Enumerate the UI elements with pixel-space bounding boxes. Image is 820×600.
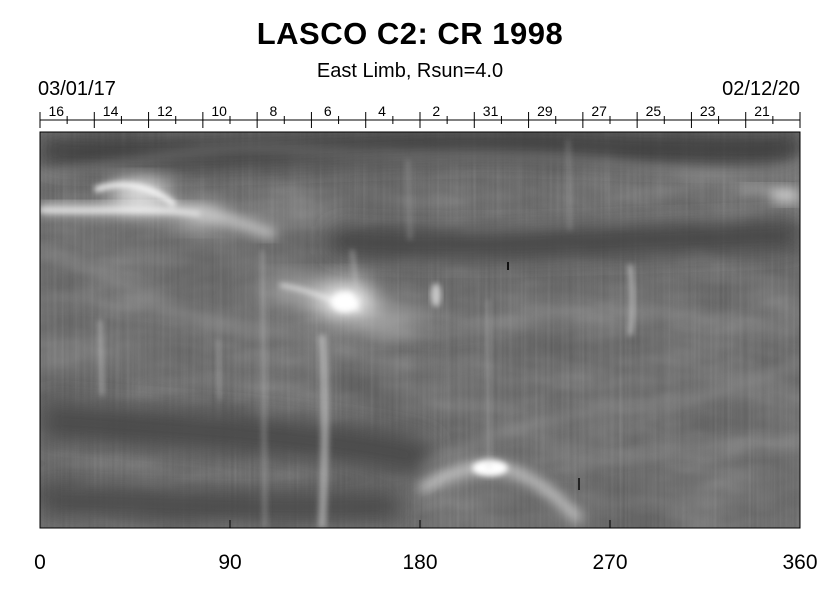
x-tick-label: 0 — [34, 551, 46, 574]
date-tick-label: 21 — [754, 103, 770, 119]
start-date-label: 03/01/17 — [38, 78, 116, 100]
x-tick-label: 270 — [592, 551, 627, 574]
heatmap-image — [40, 132, 800, 528]
x-tick-label: 180 — [402, 551, 437, 574]
date-tick-label: 31 — [483, 103, 499, 119]
date-tick-label: 14 — [103, 103, 119, 119]
figure-subtitle: East Limb, Rsun=4.0 — [316, 60, 504, 82]
x-tick-label: 90 — [218, 551, 241, 574]
date-tick-label: 23 — [700, 103, 716, 119]
date-tick-label: 27 — [591, 103, 607, 119]
date-tick-label: 10 — [211, 103, 227, 119]
date-tick-label: 12 — [157, 103, 173, 119]
figure-title: LASCO C2: CR 1998 — [256, 16, 564, 51]
date-tick-label: 6 — [324, 103, 332, 119]
end-date-label: 02/12/20 — [722, 78, 800, 100]
x-tick-label: 360 — [782, 551, 817, 574]
longitude-axis-ticks: 0 90 180 270 360 — [34, 520, 818, 574]
date-tick-label: 2 — [432, 103, 440, 119]
date-tick-label: 8 — [270, 103, 278, 119]
date-tick-label: 4 — [378, 103, 386, 119]
date-tick-label: 29 — [537, 103, 553, 119]
date-tick-label: 25 — [646, 103, 662, 119]
date-tick-label: 16 — [48, 103, 64, 119]
date-axis-ticks: 16 14 12 10 8 6 4 2 31 29 27 25 23 21 — [39, 103, 801, 128]
